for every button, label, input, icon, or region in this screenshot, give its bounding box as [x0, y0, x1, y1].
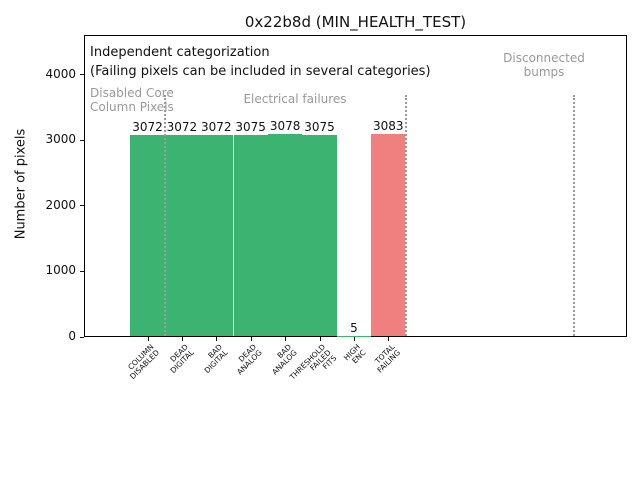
bar-bad-analog: [267, 134, 303, 336]
bar-threshold-failed-fits: [302, 134, 337, 336]
x-tick-mark: [250, 337, 252, 341]
chart-title: 0x22b8d (MIN_HEALTH_TEST): [244, 13, 467, 31]
x-tick-mark: [285, 337, 287, 341]
x-tick-mark: [181, 337, 183, 341]
x-tick-mark: [353, 337, 355, 341]
x-tick-mark: [147, 337, 149, 341]
bar-value-label: 3072: [132, 119, 163, 134]
bar-dead-digital: [164, 134, 200, 336]
x-tick-mark: [388, 337, 390, 341]
separator-dotted-line: [573, 95, 576, 336]
y-tick-mark: [80, 139, 84, 141]
bar-bad-digital: [199, 134, 234, 336]
region-label-disconnected-bumps: Disconnected bumps: [503, 51, 585, 79]
x-tick-label: COLUMN DISABLED: [125, 342, 161, 382]
bar-value-label: 3075: [235, 119, 266, 134]
bar-value-label: 3072: [201, 119, 232, 134]
x-tick-label: TOTAL FAILING: [372, 342, 402, 375]
bar-total-failing: [371, 134, 406, 336]
y-tick-label: 2000: [45, 197, 76, 212]
y-tick-label: 0: [68, 329, 76, 343]
annotation-header-line1: Independent categorization: [90, 45, 270, 60]
bar-value-label: 5: [350, 320, 358, 335]
region-label-electrical-failures: Electrical failures: [243, 92, 347, 106]
y-tick-label: 3000: [45, 132, 76, 147]
bar-column-disabled: [130, 134, 165, 336]
y-tick-mark: [80, 74, 84, 76]
y-axis-label: Number of pixels: [13, 128, 29, 240]
x-tick-mark: [216, 337, 218, 341]
x-tick-label: DEAD ANALOG: [235, 342, 265, 377]
bar-value-label: 3072: [166, 119, 198, 134]
x-tick-label: BAD DIGITAL: [202, 342, 230, 376]
separator-dotted-line: [163, 95, 166, 336]
bar-dead-analog: [233, 134, 268, 336]
region-label-disabled-core-column-pixels: Disabled Core Column Pixels: [90, 86, 174, 114]
bar-value-label: 3083: [373, 119, 404, 134]
x-tick-mark: [319, 337, 321, 341]
x-tick-label: HIGH ENC: [341, 342, 368, 366]
separator-dotted-line: [404, 95, 407, 336]
x-tick-label: DEAD DIGITAL: [168, 342, 196, 376]
y-tick-mark: [80, 205, 84, 207]
bar-value-label: 3075: [304, 119, 335, 134]
y-tick-label: 1000: [45, 263, 76, 278]
bar-value-label: 3078: [269, 119, 301, 134]
y-tick-label: 4000: [45, 66, 76, 81]
y-tick-mark: [80, 270, 84, 272]
y-tick-mark: [80, 336, 84, 338]
annotation-header-line2: (Failing pixels can be included in sever…: [90, 64, 431, 79]
